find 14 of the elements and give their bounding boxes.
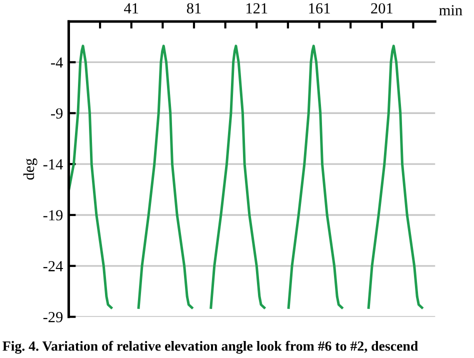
y-tick-label: -29: [43, 312, 63, 322]
y-tick-label: -19: [43, 210, 63, 220]
y-tick-label: -4: [51, 57, 63, 68]
caption: Fig. 4. Variation of relative elevation angle look from #6 to #2, descend: [2, 340, 418, 354]
y-axis-title: deg: [23, 158, 38, 180]
x-tick-label: 161: [309, 3, 330, 14]
x-tick-label: 41: [124, 3, 138, 14]
x-tick-label: 81: [186, 3, 201, 14]
x-axis-title: min: [439, 5, 462, 16]
x-tick-label: 121: [246, 3, 268, 14]
x-tick-label: 201: [371, 3, 392, 14]
y-tick-label: -24: [43, 261, 63, 272]
y-tick-label: -14: [43, 159, 63, 170]
y-tick-label: -9: [51, 108, 63, 119]
